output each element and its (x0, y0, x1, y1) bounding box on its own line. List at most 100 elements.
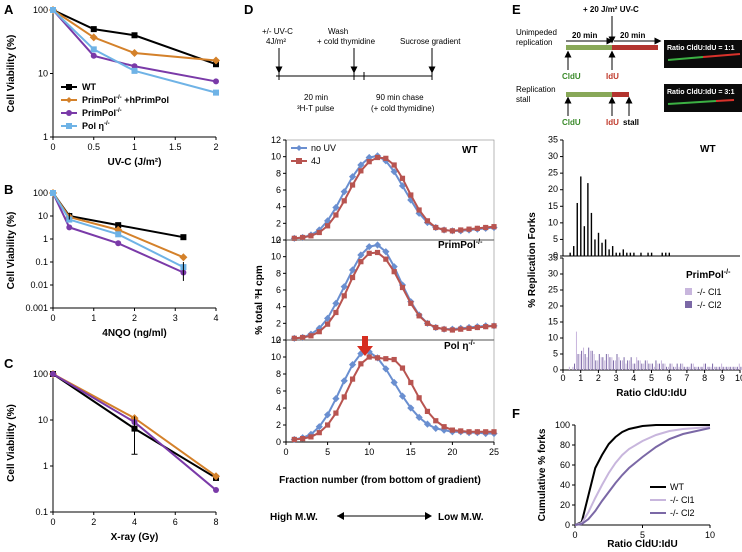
d-point-2-1-22 (474, 429, 480, 435)
d-point-2-0-5 (332, 395, 340, 403)
legend-rescue-label-sup: -/- (116, 95, 122, 101)
legend-rescue-marker (66, 97, 72, 103)
data-point-3-2 (115, 231, 122, 238)
e-bar-1-0-35 (692, 363, 694, 370)
d-point-1-0-12 (390, 263, 398, 271)
d-point-0-1-23 (483, 224, 489, 231)
d-point-2-0-16 (423, 420, 432, 428)
e-bar-0-0-17 (629, 252, 632, 256)
e-title-primpol-a: PrimPol (686, 270, 724, 281)
y-tick-label: 6 (276, 386, 281, 396)
e-bar-1-1-47 (736, 366, 738, 370)
y-tick-label: 10 (548, 217, 558, 227)
y-tick-label: 10 (38, 415, 48, 425)
e-bar-1-1-20 (641, 363, 643, 370)
d-point-1-1-4 (325, 321, 331, 327)
e-bar-1-1-40 (712, 363, 714, 370)
series-line-1 (52, 9, 217, 62)
x-tick-label: 1 (91, 313, 96, 323)
e-bar-1-0-43 (721, 363, 723, 370)
y-tick-label: 20 (560, 500, 570, 510)
e-bar-1-0-48 (738, 363, 740, 370)
e-bar-1-0-41 (714, 366, 716, 370)
d-title-poleta: Pol η-/- (444, 340, 476, 352)
e-bar-0-0-16 (626, 252, 628, 256)
d-point-2-1-17 (433, 418, 439, 424)
y-tick-label: 20 (548, 301, 558, 311)
data-point-0-2 (131, 32, 138, 39)
data-point-0-2 (115, 222, 122, 229)
d-point-0-1-19 (449, 228, 455, 234)
series-line-0 (52, 9, 217, 66)
diag-e-stall-label: stall (623, 118, 639, 127)
e-bar-1-0-14 (618, 357, 620, 370)
data-point-1-3 (179, 253, 188, 262)
d-point-1-1-7 (349, 274, 356, 281)
legend-poleta-label-sup: -/- (104, 121, 110, 127)
mw-arrow-left-head (337, 512, 344, 520)
d-point-0-0-6 (340, 188, 348, 196)
y-tick-label: 0 (565, 520, 570, 530)
e-bar-1-1-2 (577, 354, 579, 370)
y-tick-label: 10 (271, 352, 281, 362)
d-point-0-1-7 (349, 182, 356, 188)
y-tick-label: 30 (548, 269, 558, 279)
d-point-2-1-0 (291, 436, 297, 443)
e-bar-1-0-5 (586, 357, 588, 370)
legend-wt-marker (66, 84, 72, 90)
e-bar-1-1-7 (595, 360, 597, 370)
y-tick-label: 4 (276, 302, 281, 312)
d-point-2-1-8 (358, 361, 364, 367)
diag-d-wash2: + cold thymidine (317, 37, 376, 46)
y-axis-label: % Replication Forks (527, 212, 538, 308)
data-point-2-2 (131, 63, 138, 70)
e-bar-1-0-31 (678, 366, 680, 370)
diag-e-stall2: stall (516, 95, 530, 104)
x-axis-label: UV-C (J/m²) (108, 157, 162, 168)
panel-label-e: E (512, 2, 521, 17)
x-tick-label: 4 (213, 313, 218, 323)
series-line-3 (52, 192, 184, 268)
d-point-0-1-11 (383, 155, 389, 161)
y-tick-label: 6 (276, 285, 281, 295)
d-point-0-1-22 (474, 225, 480, 231)
legend-primpol-label: PrimPol-/- (82, 108, 122, 118)
d-point-0-1-21 (466, 226, 472, 232)
y-tick-label: 30 (548, 151, 558, 161)
e-bar-1-1-11 (609, 357, 611, 370)
y-tick-label: 5 (553, 349, 558, 359)
e-bar-1-0-7 (593, 354, 595, 370)
x-tick-label: 9 (720, 373, 725, 383)
d-title-primpol-sup: -/- (476, 239, 483, 246)
ratio-label-1: Ratio CldU:IdU = 1:1 (667, 45, 735, 52)
mw-low-label: Low M.W. (438, 512, 484, 523)
data-point-2-2 (213, 487, 219, 494)
data-point-1-3 (212, 56, 220, 65)
e-bar-1-0-9 (600, 357, 602, 370)
e-bar-1-0-11 (607, 354, 609, 370)
y-tick-label: 2 (276, 218, 281, 228)
d-point-1-1-6 (341, 293, 347, 299)
e-bar-1-1-14 (620, 360, 622, 370)
diag-d-sucrose: Sucrose gradient (400, 37, 461, 46)
d-point-2-0-18 (440, 426, 448, 434)
e-bar-1-0-21 (643, 363, 645, 370)
panel-label-d: D (244, 2, 253, 17)
f-series-line-1 (574, 426, 711, 526)
e-bar-0-0-12 (611, 246, 614, 256)
legend-e: -/- Cl1 -/- Cl2 (685, 287, 722, 310)
series-line-2 (52, 192, 184, 274)
d-point-1-1-22 (474, 324, 480, 331)
d-point-2-1-5 (333, 410, 339, 416)
d-point-1-1-15 (416, 313, 422, 319)
e-bar-1-1-34 (690, 363, 692, 370)
x-tick-label: 0 (50, 142, 55, 152)
y-tick-label: 1 (43, 132, 48, 142)
e-bar-1-0-12 (611, 357, 613, 370)
x-axis-label: Ratio CldU:IdU (607, 539, 678, 550)
d-subplot-2: 0 2 4 6 8 10 12 (271, 335, 498, 447)
legend-d-nouv-label: no UV (311, 143, 336, 153)
d-point-1-1-16 (424, 320, 431, 326)
e-bar-1-1-21 (644, 360, 646, 370)
